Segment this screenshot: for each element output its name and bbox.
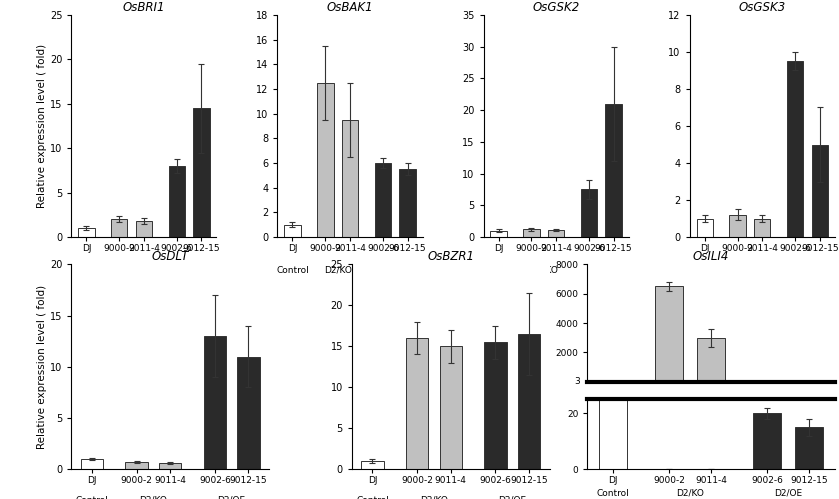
Bar <box>729 215 746 237</box>
Text: 3: 3 <box>575 377 581 386</box>
Text: D2/OE: D2/OE <box>794 266 821 275</box>
Text: D2/OE: D2/OE <box>774 489 802 498</box>
Bar <box>125 462 148 469</box>
Bar <box>599 190 627 469</box>
Title: OsBRI1: OsBRI1 <box>122 1 165 14</box>
Bar <box>787 61 803 237</box>
Text: Control: Control <box>597 489 629 498</box>
Bar <box>581 190 597 237</box>
Title: OsGSK2: OsGSK2 <box>533 1 580 14</box>
Bar <box>111 219 128 237</box>
Title: OsDLT: OsDLT <box>152 250 189 263</box>
Text: D2/KO: D2/KO <box>420 496 448 499</box>
Title: OsGSK3: OsGSK3 <box>738 1 786 14</box>
Bar <box>811 145 828 237</box>
Title: OsILI4: OsILI4 <box>693 250 729 263</box>
Title: OsBZR1: OsBZR1 <box>427 250 474 263</box>
Text: D2/KO: D2/KO <box>324 266 352 275</box>
Text: Control: Control <box>356 496 388 499</box>
Bar <box>237 356 259 469</box>
Bar <box>169 166 185 237</box>
Bar <box>284 225 300 237</box>
Text: Control: Control <box>482 266 515 275</box>
Y-axis label: Relative expression level ( fold): Relative expression level ( fold) <box>37 44 47 208</box>
Bar <box>406 338 429 469</box>
Bar <box>754 219 770 237</box>
Bar <box>78 228 95 237</box>
Bar <box>484 342 507 469</box>
Text: D2/OE: D2/OE <box>587 266 615 275</box>
Text: D2/KO: D2/KO <box>139 496 167 499</box>
Bar <box>753 413 781 469</box>
Bar <box>490 231 507 237</box>
Text: D2/KO: D2/KO <box>736 266 763 275</box>
Title: OsBAK1: OsBAK1 <box>326 1 373 14</box>
Text: D2/OE: D2/OE <box>217 496 246 499</box>
Bar <box>81 459 103 469</box>
Text: Control: Control <box>70 266 102 275</box>
Bar <box>204 336 226 469</box>
Y-axis label: Relative expression level ( fold): Relative expression level ( fold) <box>37 285 47 449</box>
Bar <box>341 120 358 237</box>
Bar <box>524 230 539 237</box>
Bar <box>697 338 725 382</box>
Bar <box>159 463 181 469</box>
Text: D2/KO: D2/KO <box>530 266 558 275</box>
Bar <box>696 219 713 237</box>
Bar <box>518 334 540 469</box>
Bar <box>399 169 416 237</box>
Text: Control: Control <box>276 266 309 275</box>
Bar <box>136 221 152 237</box>
Text: D2/KO: D2/KO <box>117 266 145 275</box>
Bar <box>362 461 383 469</box>
Bar <box>655 286 683 382</box>
Bar <box>606 104 622 237</box>
Text: Control: Control <box>688 266 721 275</box>
Bar <box>317 83 334 237</box>
Text: D2/OE: D2/OE <box>381 266 409 275</box>
Text: D2/OE: D2/OE <box>175 266 203 275</box>
Bar <box>440 346 462 469</box>
Bar <box>795 427 823 469</box>
Bar <box>193 108 210 237</box>
Text: D2/OE: D2/OE <box>498 496 526 499</box>
Bar <box>375 163 391 237</box>
Text: Control: Control <box>76 496 108 499</box>
Bar <box>548 230 565 237</box>
Text: D2/KO: D2/KO <box>676 489 704 498</box>
